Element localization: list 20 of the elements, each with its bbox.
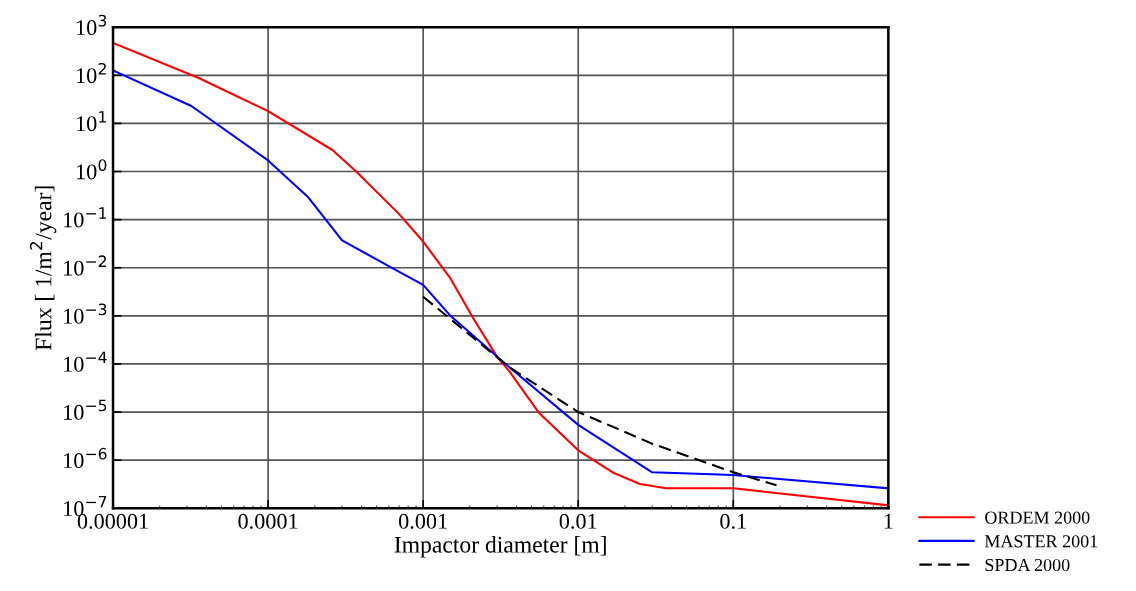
x-tick-label: 0.1 <box>720 513 746 529</box>
y-tick-label: 10$^{−2}$ <box>64 255 106 276</box>
x-tick-label: 0.0001 <box>238 513 298 529</box>
y-tick-label: 10$^{−5}$ <box>64 399 107 420</box>
x-axis-title: Impactor diameter [m] <box>394 536 606 558</box>
y-tick-label: 10$^{−6}$ <box>64 447 107 469</box>
y-tick-label: 10$^{0}$ <box>77 159 107 180</box>
y-axis-title: Flux [ 1/m$^{2}$/year] <box>29 186 57 351</box>
y-tick-label: 10$^{−4}$ <box>64 351 107 372</box>
legend-label: MASTER 2001 <box>984 535 1098 548</box>
legend-label: SPDA 2000 <box>985 558 1070 572</box>
legend-label: ORDEM 2000 <box>985 511 1090 524</box>
x-tick-label: 0.001 <box>399 513 447 529</box>
y-tick-label: 10$^{2}$ <box>77 62 106 84</box>
y-tick-label: 10$^{−1}$ <box>64 207 107 228</box>
y-tick-label: 10$^{3}$ <box>77 14 107 36</box>
x-tick-label: 0.01 <box>559 513 597 529</box>
y-tick-label: 10$^{−3}$ <box>64 303 107 324</box>
y-tick-label: 10$^{1}$ <box>77 111 106 132</box>
x-tick-label: 1 <box>884 513 893 529</box>
